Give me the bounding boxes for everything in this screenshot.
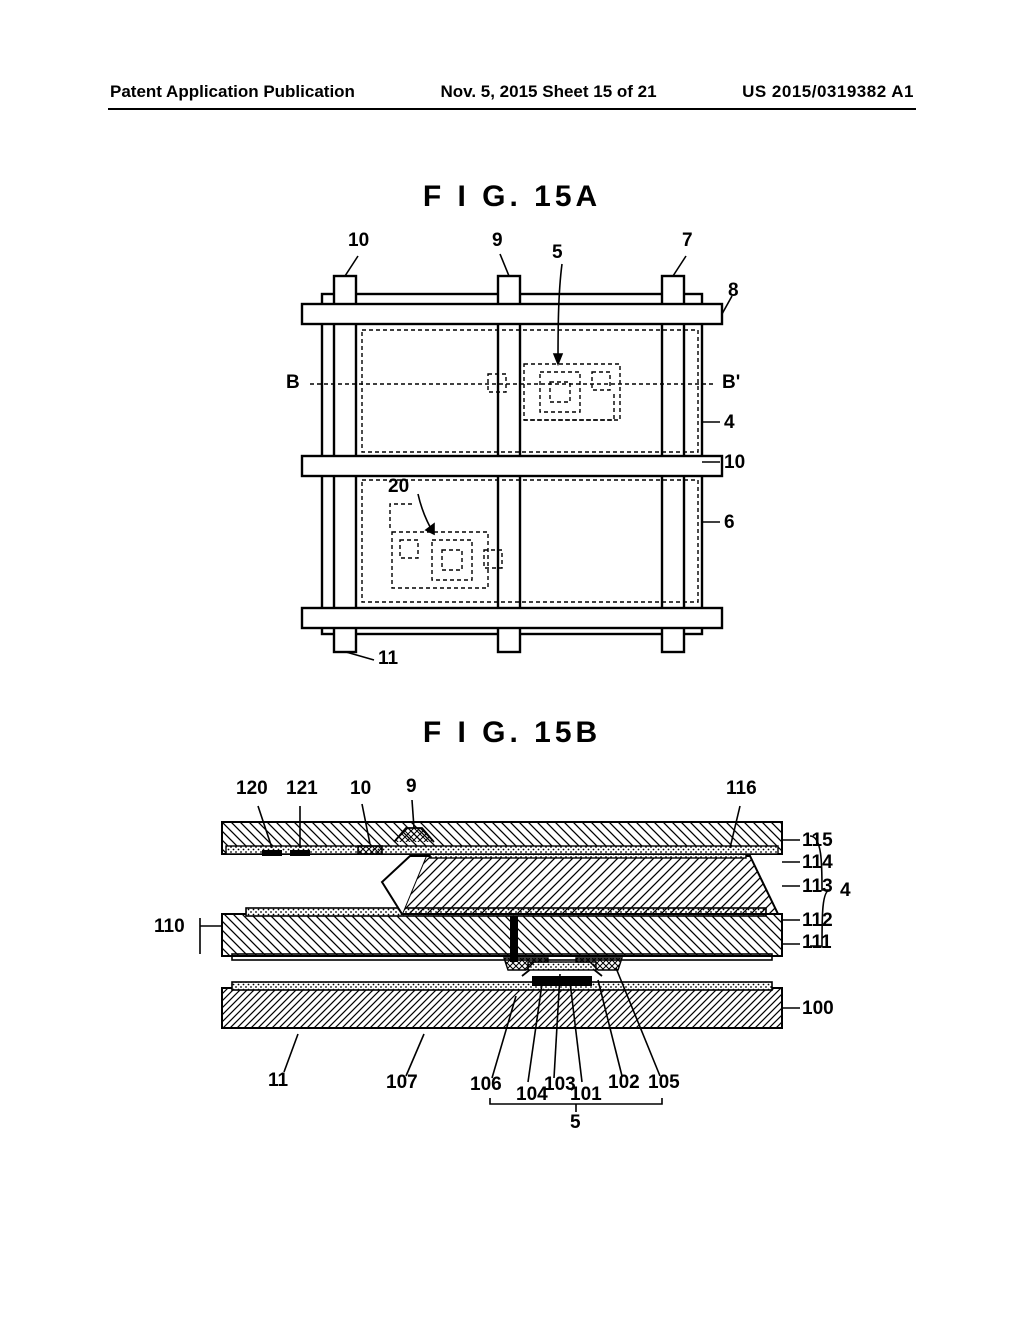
label-106: 106 [470,1074,502,1096]
figure-a: 10 9 5 7 8 B B' 4 10 6 20 11 [262,244,762,664]
label-10-side: 10 [724,452,745,474]
label-100: 100 [802,998,834,1020]
label-20: 20 [388,476,409,498]
label-5b: 5 [570,1112,581,1134]
label-107: 107 [386,1072,418,1094]
label-Bprime: B' [722,372,740,394]
label-101: 101 [570,1084,602,1106]
header-left: Patent Application Publication [110,82,355,102]
figure-a-title: F I G. 15A [0,180,1024,214]
figure-b-title: F I G. 15B [0,716,1024,750]
figure-b: 120 121 10 9 116 115 114 113 4 112 111 1… [150,786,874,1146]
label-B: B [286,372,300,394]
page-header: Patent Application Publication Nov. 5, 2… [0,82,1024,102]
label-10-top: 10 [348,230,369,252]
label-7: 7 [682,230,693,252]
label-11: 11 [378,648,398,670]
figure-a-svg [262,244,762,664]
label-5: 5 [552,242,563,264]
header-rule [108,108,916,110]
label-6: 6 [724,512,735,534]
label-120: 120 [236,778,268,800]
figure-b-svg [150,786,874,1146]
label-8: 8 [728,280,739,302]
label-11b: 11 [268,1070,288,1092]
label-9: 9 [492,230,503,252]
label-4b: 4 [840,880,851,902]
label-10b: 10 [350,778,371,800]
label-105: 105 [648,1072,680,1094]
label-114: 114 [802,852,833,874]
label-116: 116 [726,778,757,800]
label-110: 110 [154,916,185,938]
header-right: US 2015/0319382 A1 [742,82,914,102]
header-center: Nov. 5, 2015 Sheet 15 of 21 [440,82,656,102]
label-104: 104 [516,1084,548,1106]
label-111: 111 [802,932,832,954]
label-4: 4 [724,412,735,434]
label-102: 102 [608,1072,640,1094]
label-115: 115 [802,830,833,852]
label-112: 112 [802,910,833,932]
label-121: 121 [286,778,318,800]
label-113: 113 [802,876,833,898]
label-9b: 9 [406,776,417,798]
